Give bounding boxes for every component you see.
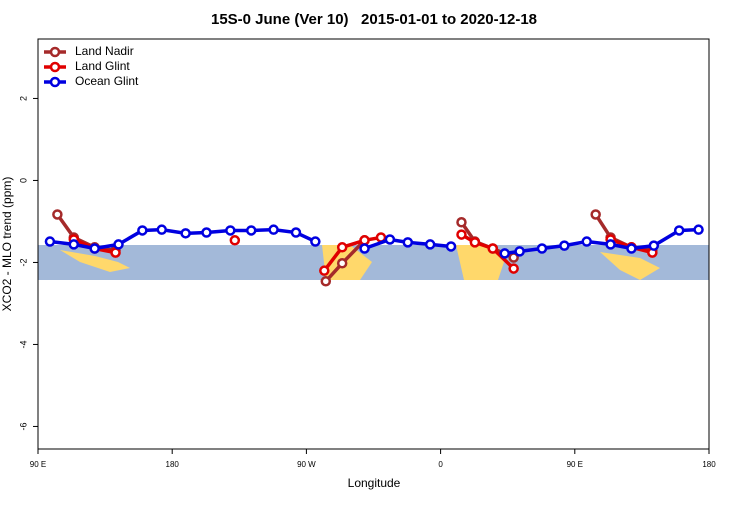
map-band: [38, 245, 709, 280]
point: [424, 239, 436, 250]
legend-marker: [49, 46, 61, 58]
point: [384, 234, 396, 245]
point: [456, 217, 467, 228]
point: [229, 235, 241, 246]
point: [402, 237, 414, 248]
legend-marker: [49, 61, 61, 73]
point: [113, 239, 124, 250]
point: [52, 209, 63, 220]
x-tick-label: 90 E: [30, 460, 46, 469]
point: [290, 227, 302, 238]
x-tick-label: 0: [438, 460, 443, 469]
point: [310, 236, 321, 247]
point: [469, 237, 481, 248]
point: [559, 240, 570, 251]
point: [245, 225, 257, 236]
point: [456, 229, 467, 240]
point: [508, 263, 519, 274]
point: [44, 236, 56, 247]
point: [445, 241, 457, 252]
x-tick-label: 180: [702, 460, 716, 469]
y-tick-label: 2: [18, 96, 28, 101]
point: [336, 242, 348, 253]
x-axis-label: Longitude: [348, 476, 401, 490]
point: [626, 243, 637, 254]
plot-frame: [37, 38, 710, 450]
point: [514, 246, 525, 257]
point: [137, 225, 148, 236]
point: [268, 224, 279, 235]
chart-title: 15S-0 June (Ver 10) 2015-01-01 to 2020-1…: [211, 11, 537, 28]
point: [693, 224, 704, 235]
point: [336, 258, 348, 269]
legend-label: Land Glint: [75, 59, 130, 73]
point: [68, 239, 80, 250]
point: [225, 225, 236, 236]
point: [110, 247, 121, 258]
point: [201, 227, 212, 238]
point: [487, 243, 499, 254]
point: [319, 265, 330, 276]
y-tick-label: -2: [18, 258, 28, 266]
point: [156, 224, 168, 235]
point: [590, 209, 601, 220]
x-tick-label: 90 W: [297, 460, 316, 469]
point: [605, 239, 616, 250]
legend-label: Land Nadir: [75, 44, 134, 58]
y-tick-label: -6: [18, 422, 28, 430]
point: [180, 228, 191, 239]
point: [359, 235, 370, 246]
y-tick-label: 0: [18, 178, 28, 183]
x-tick-label: 90 E: [567, 460, 583, 469]
point: [499, 248, 510, 259]
point: [89, 243, 100, 254]
legend-marker: [49, 76, 61, 88]
legend-label: Ocean Glint: [75, 74, 139, 88]
point: [536, 243, 548, 254]
point: [320, 276, 332, 287]
point: [673, 225, 685, 236]
y-axis-label: XCO2 - MLO trend (ppm): [0, 177, 14, 312]
point: [581, 236, 592, 247]
point: [648, 240, 660, 251]
point: [359, 243, 370, 254]
x-tick-label: 180: [166, 460, 180, 469]
y-tick-label: -4: [18, 340, 28, 348]
